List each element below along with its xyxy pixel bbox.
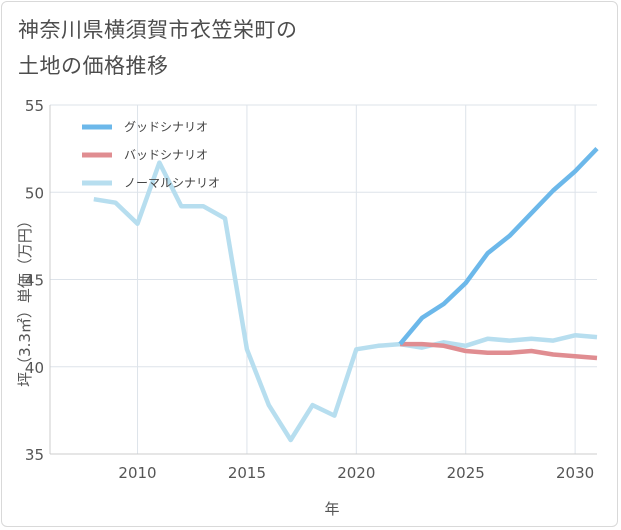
y-tick-label: 40 bbox=[25, 359, 44, 377]
x-axis-label: 年 bbox=[324, 500, 339, 518]
x-tick-label: 2025 bbox=[447, 464, 485, 482]
y-tick-label: 50 bbox=[25, 184, 44, 202]
chart-title-line-1: 神奈川県横須賀市衣笠栄町の bbox=[18, 18, 298, 42]
axes bbox=[49, 105, 597, 455]
series-line-1 bbox=[398, 147, 599, 346]
chart-title-line-2: 土地の価格推移 bbox=[18, 54, 169, 78]
x-tick-label: 2010 bbox=[118, 464, 156, 482]
legend-label-1: グッドシナリオ bbox=[124, 120, 208, 134]
x-tick-label: 2015 bbox=[228, 464, 266, 482]
y-axis-label: 坪（3.3㎡）単価（万円） bbox=[16, 213, 34, 387]
x-tick-label: 2030 bbox=[556, 464, 594, 482]
y-tick-labels: 35 40 45 50 55 bbox=[25, 97, 44, 464]
x-tick-label: 2020 bbox=[337, 464, 375, 482]
legend-label-2: バッドシナリオ bbox=[124, 148, 208, 162]
y-tick-label: 45 bbox=[25, 272, 44, 290]
series-line-2 bbox=[400, 341, 598, 361]
x-tick-labels: 2010 2015 2020 2025 2030 bbox=[118, 464, 594, 482]
legend-label-3: ノーマルシナリオ bbox=[124, 176, 220, 190]
chart-title: 神奈川県横須賀市衣笠栄町の 土地の価格推移 bbox=[18, 12, 298, 84]
series-line-3 bbox=[93, 160, 598, 443]
y-tick-label: 35 bbox=[25, 446, 44, 464]
y-tick-label: 55 bbox=[25, 97, 44, 115]
series-lines bbox=[93, 147, 599, 443]
